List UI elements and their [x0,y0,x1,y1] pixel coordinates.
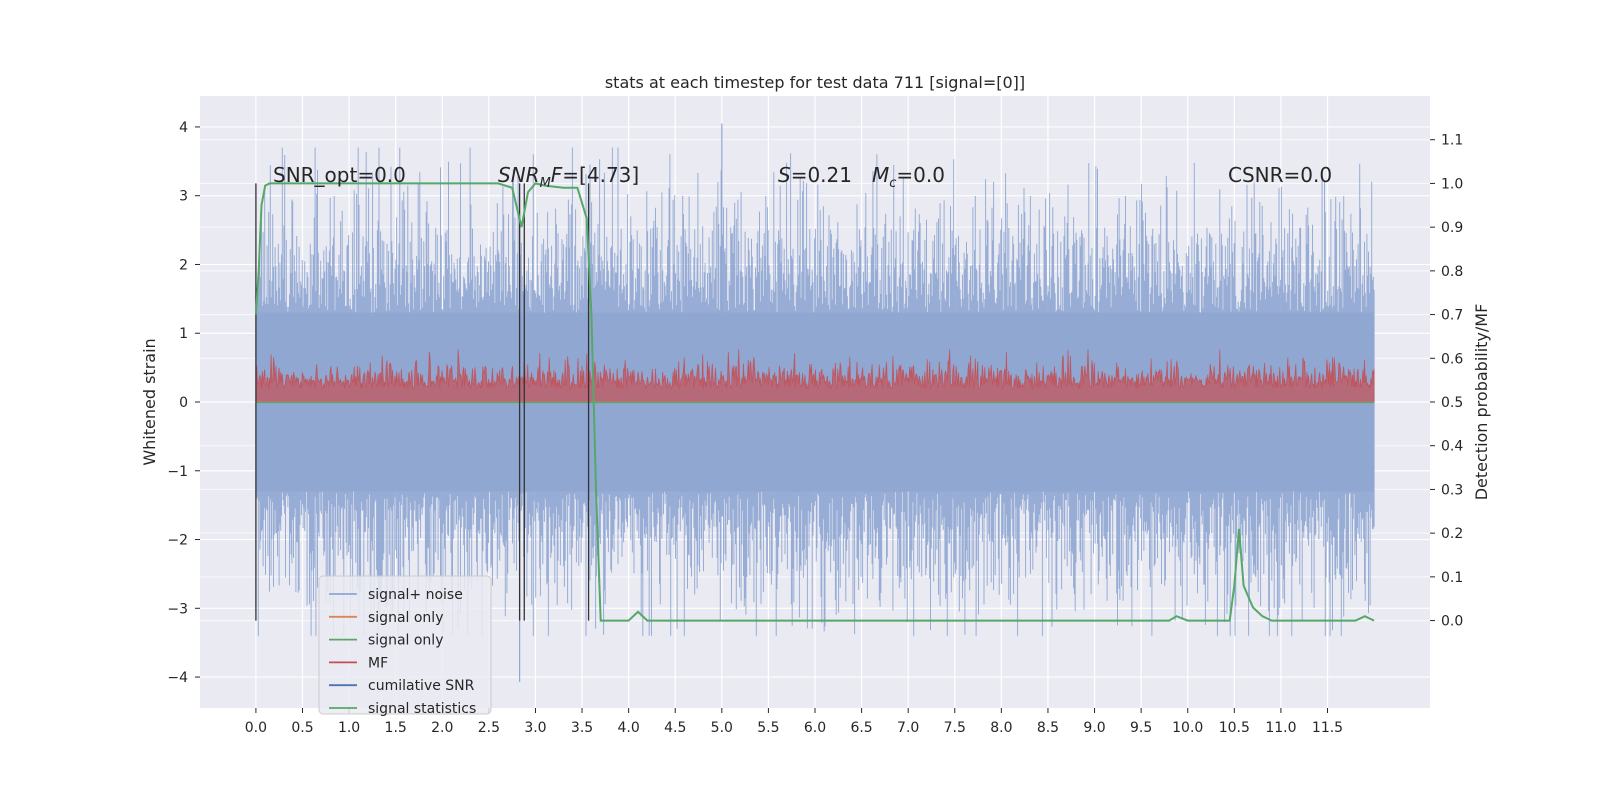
y-tick-label: −1 [167,464,188,480]
y2-tick-label: 0.7 [1441,308,1463,324]
x-tick-label: 9.0 [1083,720,1105,736]
legend-label: signal only [368,610,443,626]
y-axis-right: 1.1 1.0 0.9 0.8 0.7 0.6 0.5 0.4 0.3 0.2 0.1 0.0 [1430,133,1463,630]
annotation-s-value: =0.21 [791,163,852,187]
x-tick-label: 5.5 [757,720,779,736]
x-tick-label: 8.5 [1037,720,1059,736]
legend-box [318,575,492,715]
y2-tick-label: 1.1 [1441,133,1463,149]
y2-tick-label: 0.5 [1441,395,1463,411]
x-tick-label: 2.0 [431,720,453,736]
y-axis-left: 4 3 2 1 0 −1 −2 −3 −4 [167,120,200,686]
y-tick-label: −3 [167,601,188,617]
annotation-snr-mf-value: =[4.73] [562,163,639,187]
annotation-s-label: S [778,163,791,187]
annotation-snr-opt: SNR_opt=0.0 [273,163,406,187]
x-tick-label: 11.0 [1265,720,1296,736]
y2-tick-label: 0.3 [1441,482,1463,498]
y2-tick-label: 0.8 [1441,264,1463,280]
annotation-mc-label: M [872,163,889,187]
y2-tick-label: 0.9 [1441,220,1463,236]
legend-label: signal+ noise [368,587,463,603]
legend-items: signal+ noise signal only signal only MF cum… [329,587,476,717]
y-tick-label: 3 [179,189,188,205]
y2-tick-label: 0.4 [1441,439,1463,455]
x-axis: 0.0 0.5 1.0 1.5 2.0 2.5 3.0 3.5 4.0 4.5 5.0 5.5 6.0 6… [245,708,1343,736]
legend-label: MF [368,655,388,671]
x-tick-label: 6.0 [804,720,826,736]
chart-title: stats at each timestep for test data 711… [605,73,1025,92]
signal-statistics-line [254,182,1375,622]
annotation-csnr: CSNR=0.0 [1228,163,1332,187]
x-tick-label: 8.0 [990,720,1012,736]
x-tick-label: 7.5 [944,720,966,736]
annotation-snr-mf: SNRMF=[4.73] [498,163,639,191]
mf-trace [255,349,1375,403]
annotation-mc-value: =0.0 [896,163,945,187]
x-tick-label: 1.5 [385,720,407,736]
y-tick-label: 1 [179,326,188,342]
annotation-snr-mf-main: SNR [498,163,540,187]
y-tick-label: −4 [167,670,188,686]
x-tick-label: 11.5 [1312,720,1343,736]
x-tick-label: 10.5 [1219,720,1250,736]
legend-label: signal only [368,633,443,649]
y-tick-label: 2 [179,257,188,273]
y2-tick-label: 0.6 [1441,351,1463,367]
annotation-s: S=0.21 [778,163,852,187]
legend-label: signal statistics [368,701,476,717]
y-axis-label: Whitened strain [140,338,159,465]
y2-axis-label: Detection probability/MF [1472,304,1491,501]
y2-tick-label: 0.0 [1441,614,1463,630]
x-tick-label: 7.0 [897,720,919,736]
x-tick-label: 0.5 [291,720,313,736]
annotation-mc-sub: c [889,176,896,191]
x-tick-label: 5.0 [711,720,733,736]
x-tick-label: 3.0 [524,720,546,736]
x-tick-label: 1.0 [338,720,360,736]
signal-only-series [255,401,1375,404]
mf-series [255,349,1375,403]
x-tick-label: 9.5 [1130,720,1152,736]
y-tick-label: 0 [179,395,188,411]
y2-tick-label: 0.1 [1441,570,1463,586]
y2-tick-label: 1.0 [1441,176,1463,192]
y-tick-label: 4 [179,120,188,136]
annotation-snr-mf-tail: F [551,163,563,187]
signal-statistics-series [254,182,1375,622]
y2-tick-label: 0.2 [1441,526,1463,542]
x-tick-label: 2.5 [478,720,500,736]
legend-label: cumilative SNR [368,678,475,694]
x-tick-label: 6.5 [850,720,872,736]
x-tick-label: 0.0 [245,720,267,736]
annotation-snr-mf-sub: M [540,176,551,191]
x-tick-label: 4.5 [664,720,686,736]
x-tick-label: 4.0 [618,720,640,736]
y-tick-label: −2 [167,533,188,549]
legend: signal+ noise signal only signal only MF cum… [318,575,492,717]
x-tick-label: 10.0 [1172,720,1203,736]
annotation-mc: Mc=0.0 [872,163,945,191]
x-tick-label: 3.5 [571,720,593,736]
